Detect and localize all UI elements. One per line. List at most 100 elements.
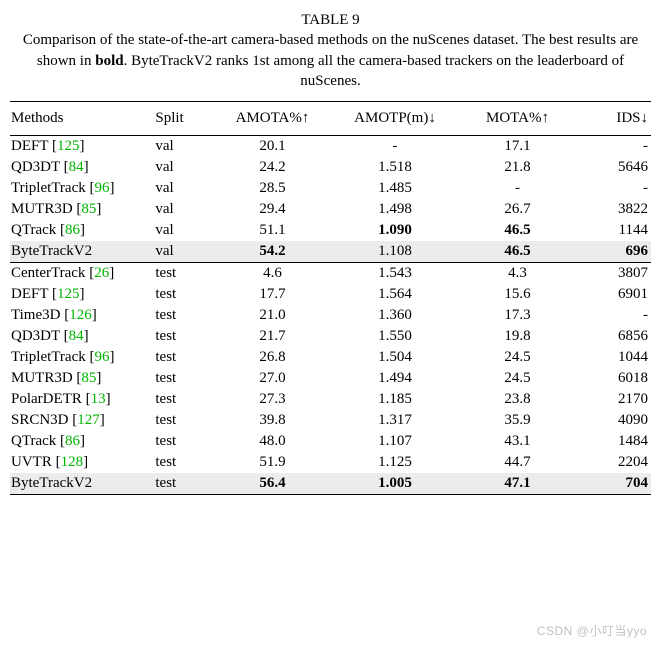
cell-method: QTrack [86] <box>10 220 154 241</box>
cell-method: QTrack [86] <box>10 431 154 452</box>
cell-split: test <box>154 368 211 389</box>
citation: 85 <box>81 201 96 217</box>
cell-split: val <box>154 136 211 158</box>
cell-ids: 2170 <box>579 389 651 410</box>
cell-mota: 17.3 <box>456 305 579 326</box>
cell-ids: 1044 <box>579 347 651 368</box>
cell-split: val <box>154 241 211 263</box>
cell-mota: 17.1 <box>456 136 579 158</box>
cell-mota: 46.5 <box>456 220 579 241</box>
cell-ids: 6901 <box>579 284 651 305</box>
cell-amotp: 1.317 <box>334 410 457 431</box>
cell-method: DEFT [125] <box>10 136 154 158</box>
cell-split: test <box>154 326 211 347</box>
citation: 86 <box>65 222 80 238</box>
cell-amotp: 1.543 <box>334 263 457 285</box>
cell-split: test <box>154 431 211 452</box>
citation: 26 <box>94 265 109 281</box>
cell-amotp: 1.564 <box>334 284 457 305</box>
citation: 126 <box>69 307 92 323</box>
cell-amotp: 1.498 <box>334 199 457 220</box>
cell-ids: 6856 <box>579 326 651 347</box>
cell-method: TripletTrack [96] <box>10 178 154 199</box>
cell-amotp: - <box>334 136 457 158</box>
cell-mota: 23.8 <box>456 389 579 410</box>
cell-amota: 21.7 <box>211 326 334 347</box>
cell-ids: 6018 <box>579 368 651 389</box>
cell-amotp: 1.090 <box>334 220 457 241</box>
table-row: QTrack [86]val51.11.09046.51144 <box>10 220 651 241</box>
cell-ids: 3822 <box>579 199 651 220</box>
cell-amotp: 1.107 <box>334 431 457 452</box>
table-row: ByteTrackV2val54.21.10846.5696 <box>10 241 651 263</box>
caption-bold: bold <box>95 53 123 69</box>
table-label: TABLE 9 <box>10 10 651 30</box>
cell-amota: 29.4 <box>211 199 334 220</box>
cell-amota: 51.9 <box>211 452 334 473</box>
col-header-mota: MOTA%↑ <box>456 102 579 136</box>
cell-ids: 696 <box>579 241 651 263</box>
cell-split: val <box>154 178 211 199</box>
cell-method: QD3DT [84] <box>10 326 154 347</box>
col-header-amotp: AMOTP(m)↓ <box>334 102 457 136</box>
cell-method: MUTR3D [85] <box>10 199 154 220</box>
cell-method: DEFT [125] <box>10 284 154 305</box>
cell-method: PolarDETR [13] <box>10 389 154 410</box>
table-row: QTrack [86]test48.01.10743.11484 <box>10 431 651 452</box>
cell-method: Time3D [126] <box>10 305 154 326</box>
citation: 127 <box>77 412 100 428</box>
cell-split: test <box>154 473 211 495</box>
cell-split: val <box>154 220 211 241</box>
table-body: DEFT [125]val20.1-17.1-QD3DT [84]val24.2… <box>10 136 651 495</box>
table-row: DEFT [125]val20.1-17.1- <box>10 136 651 158</box>
cell-amota: 4.6 <box>211 263 334 285</box>
citation: 86 <box>65 433 80 449</box>
table-row: CenterTrack [26]test4.61.5434.33807 <box>10 263 651 285</box>
table-row: MUTR3D [85]val29.41.49826.73822 <box>10 199 651 220</box>
cell-mota: 15.6 <box>456 284 579 305</box>
cell-method: ByteTrackV2 <box>10 473 154 495</box>
cell-mota: 24.5 <box>456 368 579 389</box>
cell-split: test <box>154 284 211 305</box>
cell-split: test <box>154 389 211 410</box>
cell-split: val <box>154 157 211 178</box>
cell-mota: - <box>456 178 579 199</box>
cell-amota: 17.7 <box>211 284 334 305</box>
table-row: TripletTrack [96]test26.81.50424.51044 <box>10 347 651 368</box>
table-row: SRCN3D [127]test39.81.31735.94090 <box>10 410 651 431</box>
cell-ids: - <box>579 305 651 326</box>
citation: 125 <box>57 286 80 302</box>
cell-amotp: 1.550 <box>334 326 457 347</box>
cell-method: UVTR [128] <box>10 452 154 473</box>
cell-mota: 24.5 <box>456 347 579 368</box>
cell-amotp: 1.518 <box>334 157 457 178</box>
cell-method: SRCN3D [127] <box>10 410 154 431</box>
table-caption: TABLE 9 Comparison of the state-of-the-a… <box>10 10 651 91</box>
cell-amota: 27.0 <box>211 368 334 389</box>
cell-amota: 54.2 <box>211 241 334 263</box>
cell-split: test <box>154 410 211 431</box>
table-row: ByteTrackV2test56.41.00547.1704 <box>10 473 651 495</box>
citation: 84 <box>69 159 84 175</box>
cell-mota: 4.3 <box>456 263 579 285</box>
cell-split: test <box>154 305 211 326</box>
cell-amotp: 1.360 <box>334 305 457 326</box>
table-row: DEFT [125]test17.71.56415.66901 <box>10 284 651 305</box>
cell-amota: 48.0 <box>211 431 334 452</box>
table-row: QD3DT [84]test21.71.55019.86856 <box>10 326 651 347</box>
cell-mota: 47.1 <box>456 473 579 495</box>
cell-amota: 56.4 <box>211 473 334 495</box>
cell-amota: 51.1 <box>211 220 334 241</box>
citation: 96 <box>95 180 110 196</box>
cell-ids: 1144 <box>579 220 651 241</box>
cell-ids: 3807 <box>579 263 651 285</box>
cell-ids: 1484 <box>579 431 651 452</box>
cell-amota: 20.1 <box>211 136 334 158</box>
cell-mota: 26.7 <box>456 199 579 220</box>
cell-amotp: 1.504 <box>334 347 457 368</box>
table-row: Time3D [126]test21.01.36017.3- <box>10 305 651 326</box>
cell-mota: 19.8 <box>456 326 579 347</box>
col-header-split: Split <box>154 102 211 136</box>
cell-ids: 4090 <box>579 410 651 431</box>
cell-ids: 5646 <box>579 157 651 178</box>
